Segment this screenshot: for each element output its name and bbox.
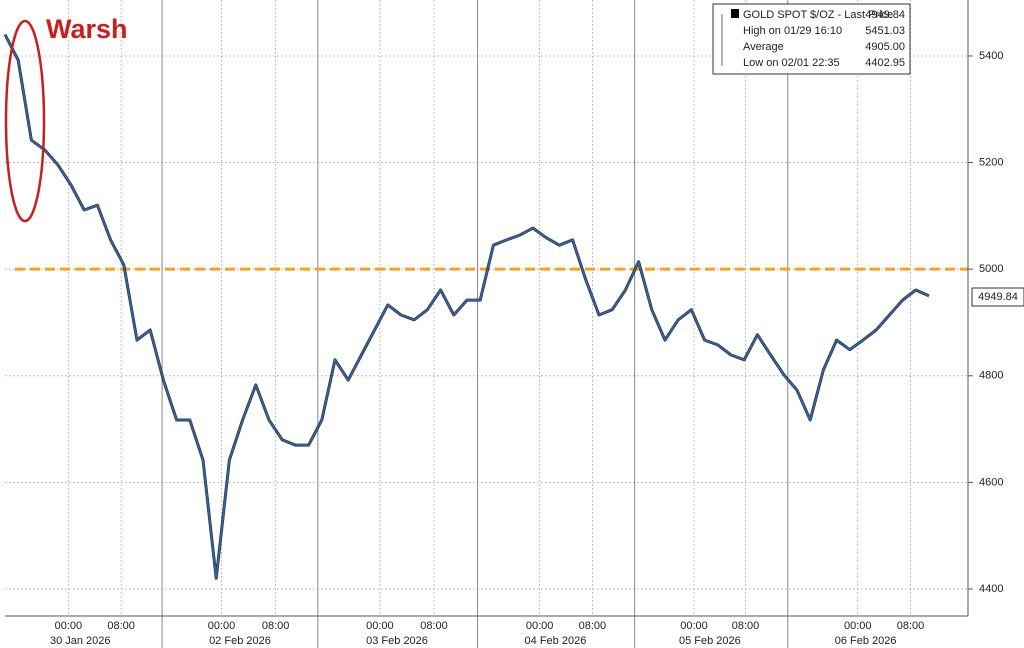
annotation: Warsh	[46, 14, 128, 44]
date-label: 05 Feb 2026	[679, 635, 741, 647]
legend-label: Average	[743, 41, 784, 53]
x-tick-label: 00:00	[208, 620, 236, 632]
x-tick-label: 08:00	[897, 620, 925, 632]
date-label: 30 Jan 2026	[50, 635, 111, 647]
price-line	[4, 34, 930, 580]
y-tick-label: 4800	[979, 370, 1003, 382]
x-tick-label: 00:00	[844, 620, 872, 632]
y-tick-label: 5000	[979, 263, 1003, 275]
y-tick-label: 4400	[979, 583, 1003, 595]
last-price-box	[971, 287, 1024, 307]
legend-box	[712, 3, 911, 75]
x-tick-label: 08:00	[262, 620, 290, 632]
x-tick-label: 08:00	[420, 620, 448, 632]
date-label: 03 Feb 2026	[366, 635, 428, 647]
x-tick-label: 00:00	[526, 620, 554, 632]
legend-swatch	[731, 9, 739, 18]
legend-value: 4949.84	[865, 9, 905, 21]
legend: GOLD SPOT $/OZ - Last Price 4949.84 High…	[712, 3, 911, 75]
legend-label: Low on 02/01 22:35	[743, 57, 840, 69]
legend-label: High on 01/29 16:10	[743, 25, 842, 37]
legend-value: 5451.03	[865, 25, 905, 37]
date-label: 02 Feb 2026	[209, 635, 271, 647]
legend-value: 4402.95	[865, 57, 905, 69]
x-tick-label: 08:00	[732, 620, 760, 632]
y-tick-label: 5200	[979, 156, 1003, 168]
annotation-ellipse	[4, 19, 46, 223]
last-price-label: 4949.84	[978, 291, 1018, 303]
x-tick-label: 08:00	[107, 620, 135, 632]
legend-value: 4905.00	[865, 41, 905, 53]
y-tick-label: 4600	[979, 476, 1003, 488]
x-tick-label: 08:00	[579, 620, 607, 632]
date-label: 06 Feb 2026	[835, 635, 897, 647]
x-tick-label: 00:00	[680, 620, 708, 632]
date-label: 04 Feb 2026	[525, 635, 587, 647]
axes: 4400 4600 4800 5000 5200 5400 00:00 08:00 00:00 0…	[50, 50, 1004, 647]
plot	[3, 33, 968, 580]
y-tick-label: 5400	[979, 50, 1003, 62]
legend-label: GOLD SPOT $/OZ - Last Price	[743, 9, 893, 21]
grid	[5, 0, 968, 648]
x-tick-label: 00:00	[366, 620, 394, 632]
x-tick-label: 00:00	[55, 620, 83, 632]
